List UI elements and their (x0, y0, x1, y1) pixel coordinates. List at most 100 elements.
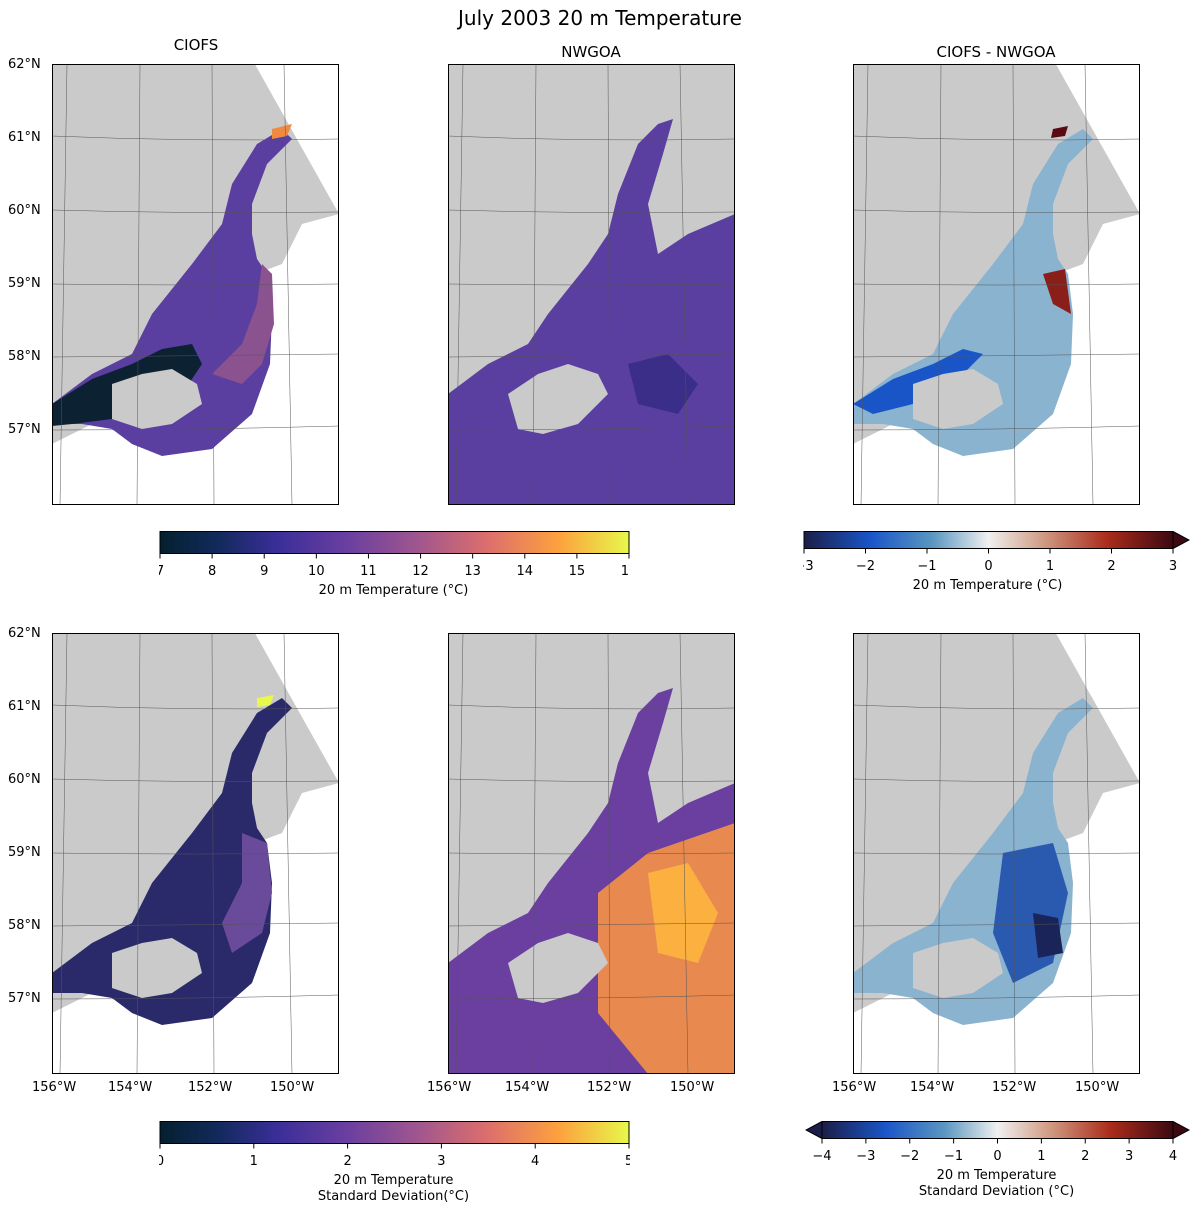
colorbar-ramp (803, 531, 1174, 549)
colorbar-tick-label: 4 (1169, 1149, 1177, 1164)
column-title-nwgoa: NWGOA (561, 43, 621, 61)
warm-water-region (212, 264, 274, 384)
colorbar-tick-label: 0 (984, 559, 992, 574)
map-nwgoa-std (448, 633, 735, 1074)
kodiak-island (508, 933, 608, 1003)
lat-tick-row1: 61°N (8, 130, 41, 145)
lat-tick-row1: 60°N (8, 203, 41, 218)
colorbar-tick-label: −1 (917, 559, 936, 574)
lon-tick: 152°W (587, 1080, 632, 1095)
colorbar-tick-label: 9 (260, 564, 268, 579)
colorbar-extend-max (1172, 1121, 1190, 1140)
lat-tick-row2: 58°N (8, 918, 41, 933)
lon-tick: 150°W (670, 1080, 715, 1095)
panel-frame (853, 633, 1140, 1074)
kodiak-island (913, 369, 1003, 429)
colorbar-mean-difference-label: 20 m Temperature (°C) (912, 578, 1063, 593)
map-difference-mean (853, 64, 1140, 505)
graticule (853, 633, 1140, 1074)
colorbar-tick-label: 13 (464, 564, 481, 579)
colorbar-mean-label: 20 m Temperature (°C) (318, 583, 469, 598)
figure-title: July 2003 20 m Temperature (458, 6, 742, 30)
lat-tick-row2: 61°N (8, 699, 41, 714)
colorbar-extend-min (805, 1121, 823, 1140)
column-title-difference: CIOFS - NWGOA (936, 43, 1056, 61)
colorbar-tick-label: 12 (412, 564, 429, 579)
colorbar-tick-label: 0 (159, 1154, 164, 1169)
colorbar-tick-label: 1 (1037, 1149, 1045, 1164)
upper-inlet-warm (272, 124, 292, 139)
lat-tick-row1: 58°N (8, 349, 41, 364)
lon-tick: 154°W (910, 1080, 955, 1095)
colorbar-tick-label: 14 (517, 564, 534, 579)
panel-frame (853, 64, 1140, 505)
graticule (448, 64, 735, 505)
lat-tick-row2: 57°N (8, 991, 41, 1006)
colorbar-tick-label: −3 (803, 559, 814, 574)
open-ocean (52, 633, 339, 1074)
lat-tick-row2: 60°N (8, 772, 41, 787)
map-ciofs-mean (52, 64, 339, 505)
colorbar-tick-label: 3 (1125, 1149, 1133, 1164)
colorbar-tick-label: 0 (993, 1149, 1001, 1164)
colorbar-graphic: −4 −3 −2 −1 0 1 2 3 4 (805, 1121, 1190, 1164)
lon-tick: 150°W (270, 1080, 315, 1095)
colorbar-tick-label: 16 (621, 564, 630, 579)
map-nwgoa-mean (448, 64, 735, 505)
lat-tick-row1: 59°N (8, 276, 41, 291)
colorbar-tick-label: 15 (569, 564, 586, 579)
colorbar-tick-label: 2 (1107, 559, 1115, 574)
kodiak-island (112, 369, 202, 429)
graticule (448, 633, 735, 1074)
colorbar-tick-label: 8 (208, 564, 216, 579)
lon-tick: 154°W (108, 1080, 153, 1095)
lon-tick: 156°W (32, 1080, 77, 1095)
positive-difference-region (1043, 269, 1071, 314)
colorbar-tick-label: 4 (531, 1154, 539, 1169)
graticule (853, 64, 1140, 505)
lon-tick: 152°W (188, 1080, 233, 1095)
colorbar-std-difference-label: 20 m Temperature Standard Deviation (°C) (918, 1168, 1075, 1199)
colorbar-tick-label: 1 (250, 1154, 258, 1169)
higher-variability-region (222, 833, 272, 953)
colorbar-tick-label: −4 (812, 1149, 831, 1164)
colorbar-tick-label: 7 (159, 564, 164, 579)
map-panel-nwgoa-std (448, 633, 735, 1074)
colorbar-std-label: 20 m Temperature Standard Deviation(°C) (317, 1173, 470, 1204)
map-panel-nwgoa-mean (448, 64, 735, 505)
colorbar-graphic: 7 8 9 10 11 12 13 14 15 16 (159, 531, 630, 579)
colorbar-tick-label: 3 (1169, 559, 1177, 574)
colorbar-ramp (821, 1121, 1174, 1139)
lat-tick-row1: 62°N (8, 57, 41, 72)
open-ocean (853, 64, 1140, 505)
column-title-ciofs: CIOFS (173, 36, 219, 54)
colorbar-tick-label: 2 (1081, 1149, 1089, 1164)
colorbar-tick-label: 3 (437, 1154, 445, 1169)
map-panel-ciofs-std (52, 633, 339, 1074)
kodiak-island (508, 364, 608, 434)
open-ocean (52, 64, 339, 505)
cool-water-region (628, 354, 698, 414)
negative-difference-region (853, 349, 983, 414)
lon-tick: 152°W (992, 1080, 1037, 1095)
peak-variability-region (648, 863, 718, 963)
kodiak-island (112, 938, 202, 998)
lat-tick-row1: 57°N (8, 422, 41, 437)
colorbar-tick-label: 5 (625, 1154, 630, 1169)
colorbar-tick-label: 11 (360, 564, 377, 579)
graticule (52, 633, 339, 1074)
colorbar-tick-label: −1 (944, 1149, 963, 1164)
open-ocean (853, 633, 1140, 1074)
panel-frame (448, 633, 735, 1074)
colorbar-tick-label: 1 (1046, 559, 1054, 574)
lon-tick: 154°W (505, 1080, 550, 1095)
upper-inlet-difference (1051, 126, 1068, 138)
lon-tick: 156°W (427, 1080, 472, 1095)
colorbar-ramp (159, 531, 630, 554)
colorbar-extend-max (1172, 531, 1190, 550)
colorbar-tick-label: −2 (900, 1149, 919, 1164)
colorbar-graphic: −3 −2 −1 0 1 2 3 (803, 531, 1190, 574)
map-ciofs-std (52, 633, 339, 1074)
panel-frame (448, 64, 735, 505)
lon-tick: 156°W (832, 1080, 877, 1095)
